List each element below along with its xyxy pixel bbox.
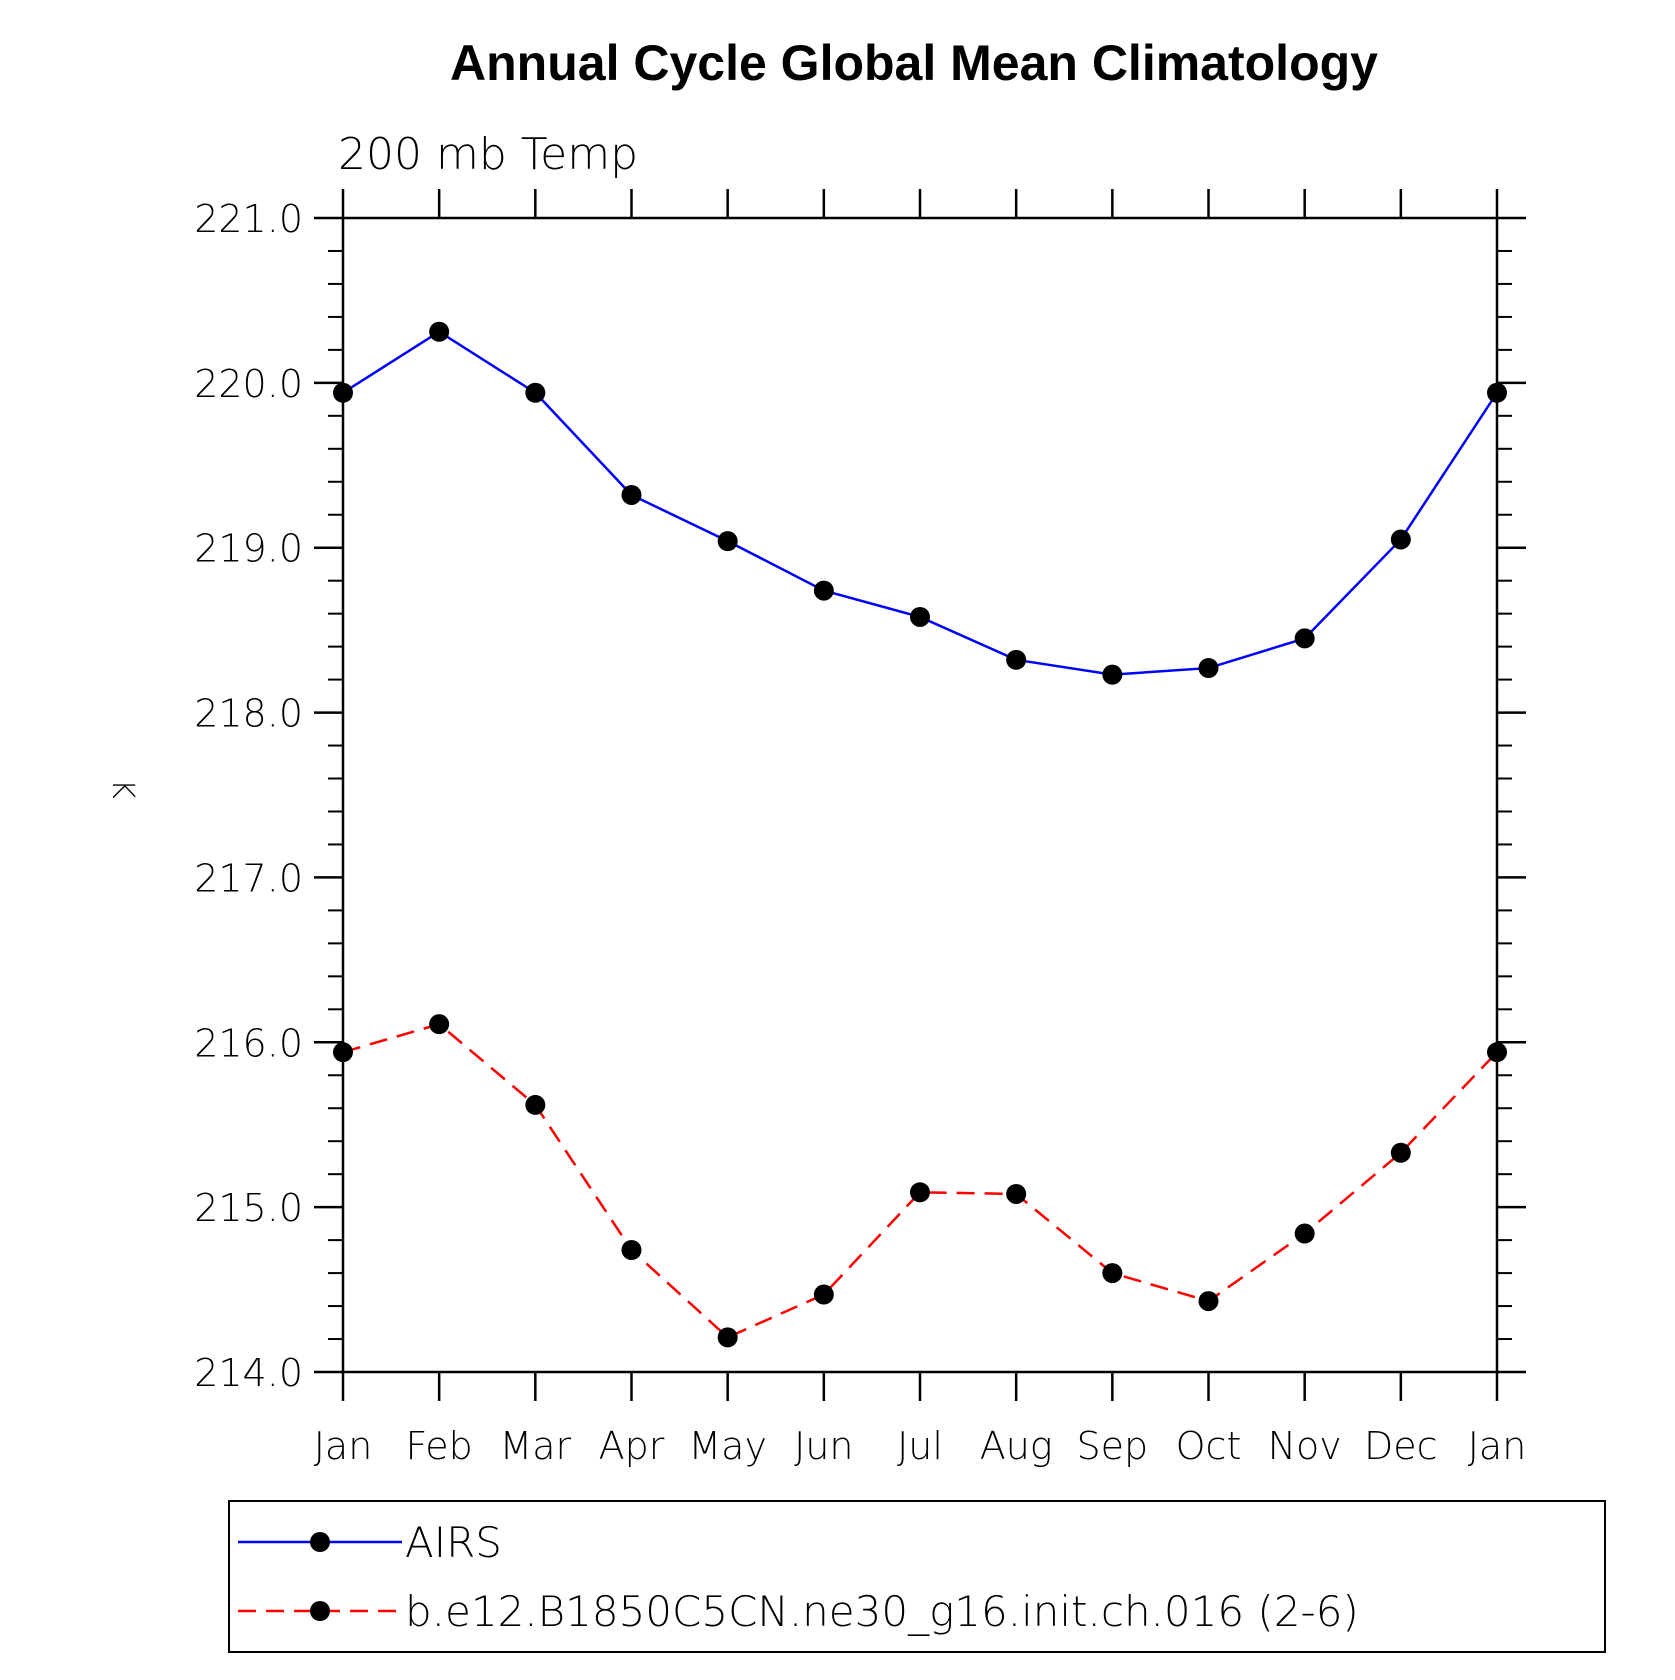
data-point-series-0 (1006, 649, 1027, 670)
data-point-series-0 (1294, 628, 1315, 649)
data-point-series-0 (1487, 382, 1507, 403)
y-tick-label: 214.0 (194, 1351, 303, 1395)
x-tick-label: Sep (1077, 1424, 1149, 1468)
x-tick-label: Jul (897, 1424, 943, 1468)
series-line-1 (342, 1022, 1498, 1339)
x-tick-label: Apr (599, 1424, 665, 1468)
data-point-series-1 (1102, 1263, 1123, 1284)
data-point-series-1 (910, 1182, 930, 1203)
x-tick-label: Jan (314, 1424, 373, 1468)
legend-box (228, 1500, 1606, 1653)
legend-label: b.e12.B1850C5CN.ne30_g16.init.ch.016 (2-… (405, 1587, 1359, 1636)
x-tick-label: Mar (499, 1424, 571, 1468)
legend-marker-1 (310, 1601, 330, 1621)
data-point-series-0 (429, 321, 450, 342)
y-tick-label: 215.0 (194, 1186, 303, 1230)
data-point-series-1 (1006, 1183, 1027, 1204)
legend-marker-0 (310, 1532, 330, 1552)
y-tick-label: 220.0 (194, 362, 303, 406)
y-tick-label: 221.0 (194, 197, 303, 241)
data-point-series-0 (1198, 658, 1219, 679)
data-point-series-1 (1487, 1042, 1507, 1063)
chart-subtitle: 200 mb Temp (338, 129, 638, 180)
legend: AIRS b.e12.B1850C5CN.ne30_g16.init.ch.016… (228, 1500, 1606, 1653)
data-point-series-0 (717, 531, 738, 552)
data-point-series-0 (525, 382, 546, 403)
x-tick-label: Feb (406, 1424, 473, 1468)
x-tick-label: Aug (980, 1424, 1053, 1468)
y-tick-label: 217.0 (194, 856, 303, 900)
data-point-series-1 (621, 1240, 642, 1261)
data-point-series-0 (1390, 529, 1411, 550)
x-tick-label: Dec (1364, 1424, 1438, 1468)
plot-area: Jan Feb Mar Apr May Jun Jul Aug Sep Oct Nov Dec Jan2… (194, 189, 1526, 1468)
data-point-series-0 (910, 606, 930, 627)
data-point-series-1 (813, 1284, 834, 1305)
y-axis-label: K (105, 779, 140, 799)
x-tick-label: Jun (794, 1424, 853, 1468)
data-point-series-0 (333, 382, 353, 403)
x-tick-label: Oct (1176, 1424, 1242, 1468)
data-point-series-0 (1102, 664, 1123, 685)
x-tick-label: Jan (1468, 1424, 1527, 1468)
y-tick-label: 219.0 (194, 527, 303, 571)
y-tick-label: 218.0 (194, 692, 303, 736)
y-tick-label: 216.0 (194, 1021, 303, 1065)
data-point-series-1 (1198, 1291, 1219, 1312)
data-point-series-1 (717, 1327, 738, 1348)
data-point-series-1 (333, 1042, 353, 1063)
x-tick-label: Nov (1268, 1424, 1342, 1468)
data-point-series-1 (1390, 1142, 1411, 1163)
x-tick-label: May (688, 1424, 767, 1468)
data-point-series-0 (621, 484, 642, 505)
data-point-series-0 (813, 580, 834, 601)
data-point-series-1 (1294, 1223, 1315, 1244)
data-point-series-1 (525, 1094, 546, 1115)
data-point-series-1 (429, 1014, 450, 1035)
legend-label: AIRS (405, 1518, 502, 1567)
chart-title: Annual Cycle Global Mean Climatology (450, 35, 1378, 91)
